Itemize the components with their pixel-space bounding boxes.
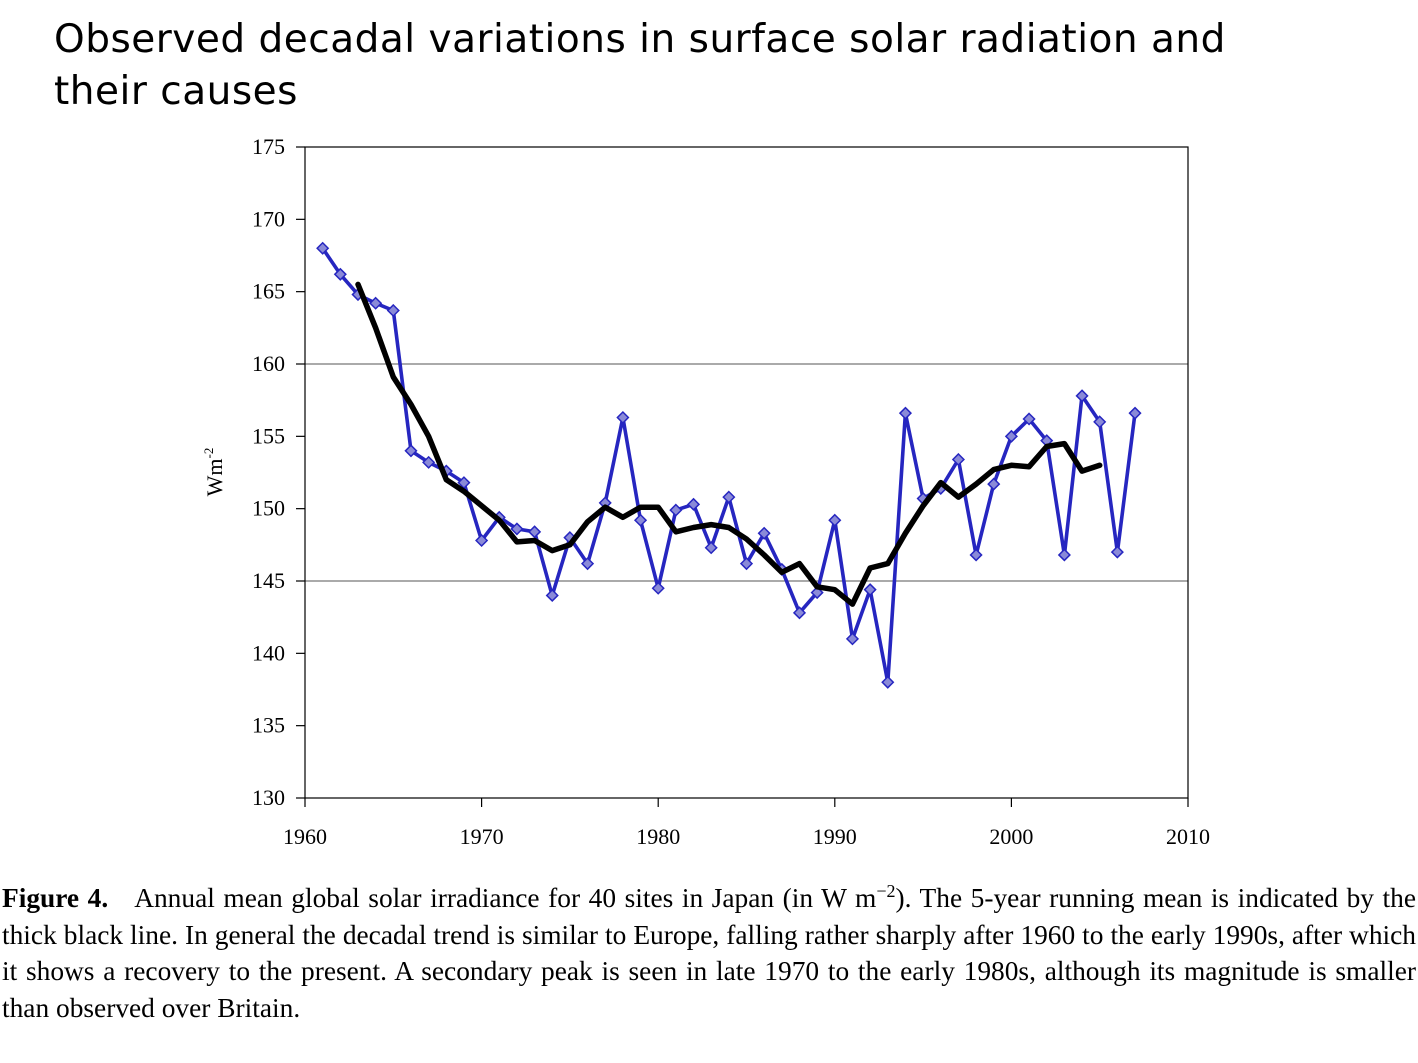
data-point xyxy=(757,526,771,540)
data-point xyxy=(616,410,630,425)
y-tick-label: 155 xyxy=(252,423,285,448)
x-tick-label: 1960 xyxy=(283,824,327,849)
slide-title-line-2: their causes xyxy=(54,69,298,114)
data-point xyxy=(898,406,913,420)
y-tick-label: 165 xyxy=(252,279,285,304)
y-tick-label: 140 xyxy=(252,640,285,665)
data-point xyxy=(1075,389,1089,403)
data-point xyxy=(1004,429,1018,443)
data-point xyxy=(404,444,418,458)
data-point xyxy=(1110,545,1124,559)
gridlines xyxy=(305,363,1188,582)
x-tick-label: 2010 xyxy=(1166,824,1210,849)
data-point xyxy=(528,525,542,539)
x-tick-label: 2000 xyxy=(989,824,1033,849)
y-axis-label-base: Wm xyxy=(202,458,227,496)
x-tick-label: 1990 xyxy=(813,824,857,849)
slide-title: Observed decadal variations in surface s… xyxy=(54,14,1354,118)
data-point xyxy=(1093,415,1107,429)
y-tick-label: 160 xyxy=(252,351,285,376)
data-point xyxy=(333,267,347,281)
caption-text-1: Annual mean global solar irradiance for … xyxy=(134,883,877,913)
y-tick-label: 130 xyxy=(252,785,285,810)
data-point xyxy=(722,490,736,504)
data-point xyxy=(1022,412,1036,426)
y-axis: 130 135 140 145 150 155 160 165 170 175 xyxy=(252,134,305,810)
data-point xyxy=(386,303,400,318)
figure-caption: Figure 4. Annual mean global solar irradi… xyxy=(2,880,1416,1026)
data-point xyxy=(969,548,983,562)
data-point xyxy=(686,497,701,511)
y-tick-label: 150 xyxy=(252,496,285,521)
data-point xyxy=(845,632,860,646)
caption-superscript: −2 xyxy=(876,880,896,901)
x-axis: 1960 1970 1980 1990 2000 2010 xyxy=(283,798,1210,849)
slide-title-line-1: Observed decadal variations in surface s… xyxy=(54,17,1226,62)
data-point xyxy=(475,533,489,548)
data-point xyxy=(828,513,842,527)
data-point xyxy=(651,581,665,595)
data-point xyxy=(704,541,718,555)
caption-text-2: ). The 5-year running mean is indicated … xyxy=(2,883,1417,1023)
data-point xyxy=(792,606,807,620)
data-point xyxy=(422,455,436,469)
data-point xyxy=(881,675,895,689)
y-tick-label: 145 xyxy=(252,568,285,593)
data-point xyxy=(1128,406,1142,420)
data-point xyxy=(633,513,648,527)
data-point xyxy=(510,522,524,536)
data-point xyxy=(545,588,559,603)
series-group xyxy=(316,241,1142,689)
x-tick-label: 1970 xyxy=(460,824,504,849)
x-tick-label: 1980 xyxy=(636,824,680,849)
data-point xyxy=(863,583,877,597)
data-point xyxy=(951,452,965,467)
figure-label: Figure 4. xyxy=(2,883,109,913)
data-point xyxy=(669,503,683,517)
data-point xyxy=(987,477,1001,491)
running-mean-series xyxy=(355,281,1103,607)
y-axis-label: Wm-2 xyxy=(201,448,227,497)
data-point xyxy=(739,557,754,571)
data-point xyxy=(316,241,330,255)
data-point xyxy=(580,557,595,571)
y-tick-label: 175 xyxy=(252,134,285,159)
running-mean-line xyxy=(355,281,1103,607)
data-point xyxy=(369,296,383,310)
y-tick-label: 170 xyxy=(252,206,285,231)
y-tick-label: 135 xyxy=(252,713,285,738)
data-point xyxy=(1057,548,1071,562)
plot-frame xyxy=(304,146,1189,799)
y-axis-label-exponent: -2 xyxy=(201,448,216,459)
